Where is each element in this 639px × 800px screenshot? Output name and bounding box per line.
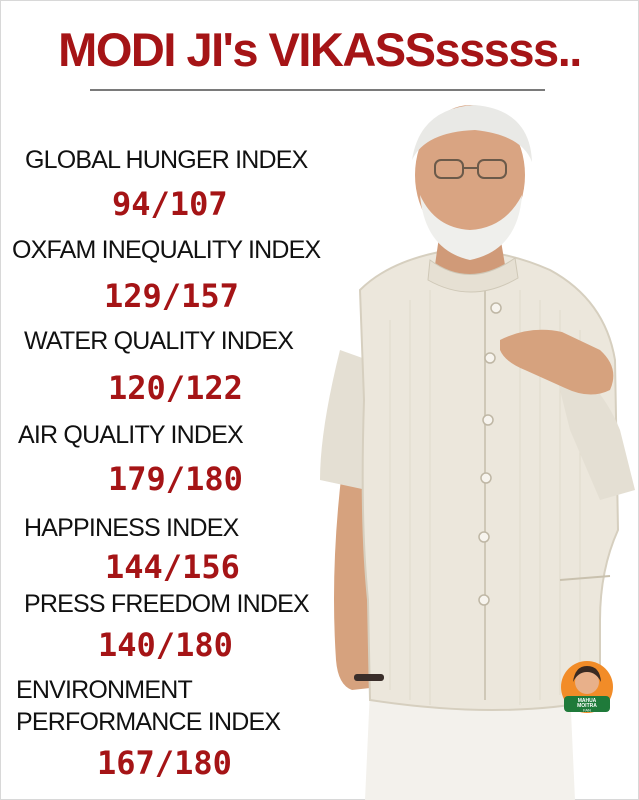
face <box>415 105 525 245</box>
metric-value-oxfam-inequality: 129/157 <box>104 277 239 315</box>
vest-button <box>484 352 496 364</box>
collar <box>427 257 519 293</box>
metric-value-happiness: 144/156 <box>105 548 240 586</box>
person-illustration <box>320 105 635 800</box>
metric-label-air-quality: AIR QUALITY INDEX <box>18 421 244 449</box>
metric-value-press-freedom: 140/180 <box>98 626 233 664</box>
vest-pocket <box>559 575 611 581</box>
metric-value-global-hunger: 94/107 <box>112 185 228 223</box>
pointing-hand <box>500 329 614 395</box>
vest-button <box>490 302 502 314</box>
vest-button <box>480 472 492 484</box>
badge-text-2: MOITRA <box>577 703 597 709</box>
badge-text-3: FAN <box>583 708 591 713</box>
metric-label-global-hunger: GLOBAL HUNGER INDEX <box>25 146 308 174</box>
vest-button <box>482 414 494 426</box>
metric-label-environment-line2: PERFORMANCE INDEX <box>16 708 281 736</box>
title-underline <box>90 89 545 91</box>
metric-label-happiness: HAPPINESS INDEX <box>24 514 239 542</box>
poster-title: MODI JI's VIKASSsssss.. <box>58 23 582 76</box>
vest-button <box>478 594 490 606</box>
hair <box>412 105 532 162</box>
bracelet <box>354 674 384 681</box>
metric-value-water-quality: 120/122 <box>108 369 243 407</box>
trousers <box>365 690 575 800</box>
vest-button <box>478 531 490 543</box>
badge-text-1: MAHUA <box>578 698 597 704</box>
metric-value-air-quality: 179/180 <box>108 460 243 498</box>
metric-label-oxfam-inequality: OXFAM INEQUALITY INDEX <box>12 236 321 264</box>
fan-badge: MAHUA MOITRA FAN <box>561 661 613 713</box>
metric-label-water-quality: WATER QUALITY INDEX <box>24 327 294 355</box>
beard <box>420 195 522 260</box>
metric-label-environment-line1: ENVIRONMENT <box>16 676 193 704</box>
metric-value-environment: 167/180 <box>97 744 232 782</box>
metric-label-press-freedom: PRESS FREEDOM INDEX <box>24 590 310 618</box>
